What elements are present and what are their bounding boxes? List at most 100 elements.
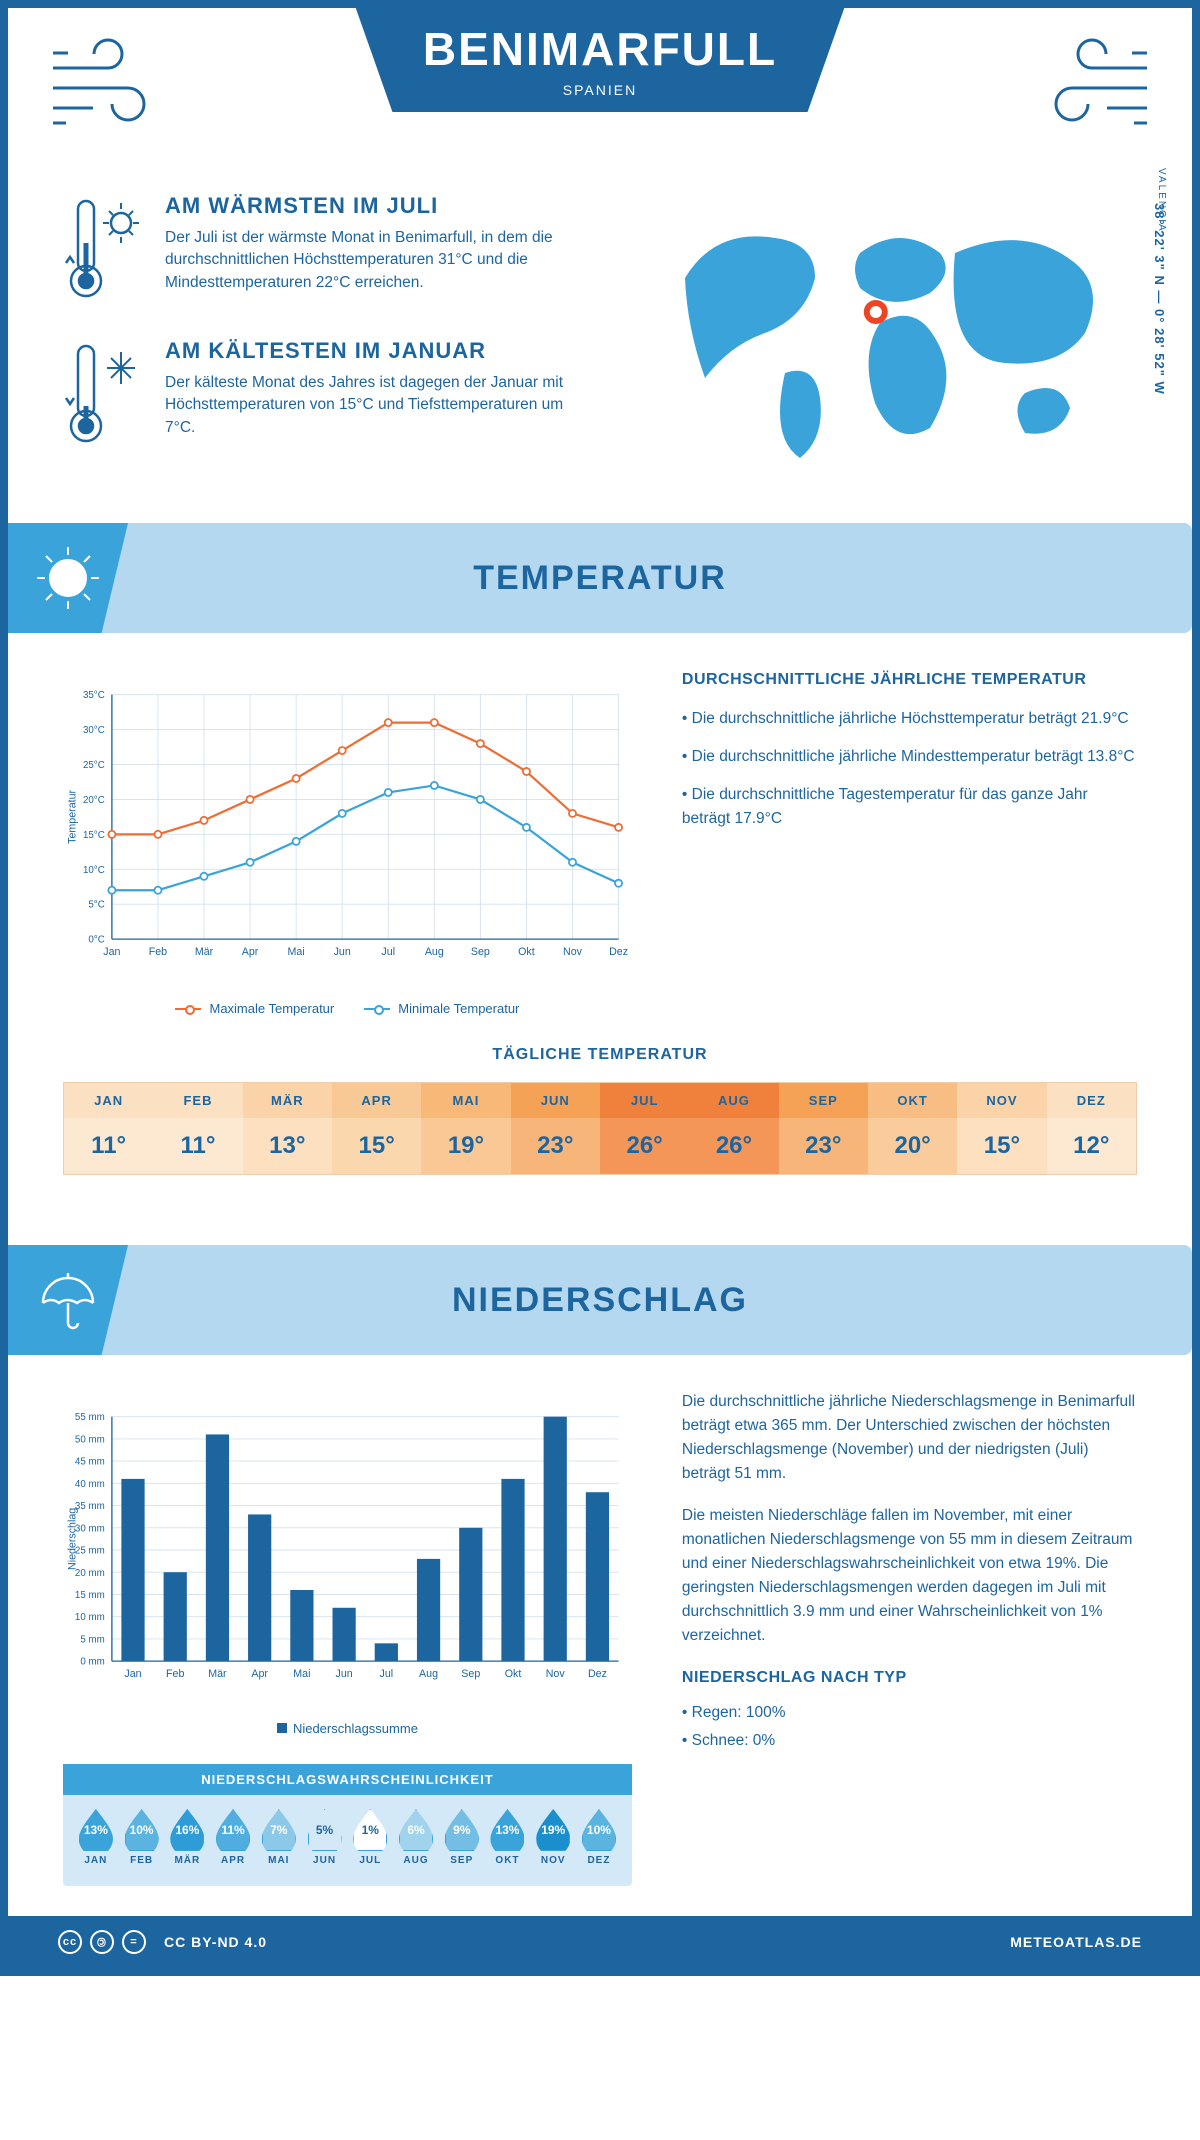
svg-text:Jan: Jan bbox=[124, 1668, 141, 1680]
svg-text:25 mm: 25 mm bbox=[75, 1546, 105, 1557]
svg-text:50 mm: 50 mm bbox=[75, 1434, 105, 1445]
precip-prob-month: MÄR bbox=[164, 1855, 210, 1866]
daily-temp-month: JAN bbox=[64, 1083, 153, 1118]
svg-text:45 mm: 45 mm bbox=[75, 1457, 105, 1468]
daily-temp-value: 11° bbox=[153, 1118, 242, 1174]
precip-type-heading: NIEDERSCHLAG NACH TYP bbox=[682, 1666, 1137, 1691]
temperature-bullet: • Die durchschnittliche Tagestemperatur … bbox=[682, 783, 1137, 831]
wind-icon bbox=[1022, 38, 1152, 133]
daily-temp-cell: JAN 11° bbox=[64, 1083, 153, 1174]
daily-temp-cell: MÄR 13° bbox=[243, 1083, 332, 1174]
precip-prob-month: NOV bbox=[530, 1855, 576, 1866]
daily-temp-cell: JUN 23° bbox=[511, 1083, 600, 1174]
precip-summary: Die durchschnittliche jährliche Niedersc… bbox=[682, 1390, 1137, 1757]
daily-temp-month: SEP bbox=[779, 1083, 868, 1118]
daily-temp-cell: JUL 26° bbox=[600, 1083, 689, 1174]
precip-prob-month: JAN bbox=[73, 1855, 119, 1866]
temperature-bullet: • Die durchschnittliche jährliche Höchst… bbox=[682, 707, 1137, 731]
daily-temp-title: TÄGLICHE TEMPERATUR bbox=[63, 1046, 1137, 1064]
temperature-bullet: • Die durchschnittliche jährliche Mindes… bbox=[682, 745, 1137, 769]
svg-text:Mär: Mär bbox=[208, 1668, 227, 1680]
svg-text:Niederschlag: Niederschlag bbox=[66, 1508, 78, 1570]
daily-temp-cell: NOV 15° bbox=[957, 1083, 1046, 1174]
svg-text:10°C: 10°C bbox=[83, 865, 105, 876]
svg-text:Okt: Okt bbox=[505, 1668, 522, 1680]
daily-temp-cell: FEB 11° bbox=[153, 1083, 242, 1174]
svg-text:Nov: Nov bbox=[563, 946, 583, 958]
svg-text:Sep: Sep bbox=[461, 1668, 480, 1680]
svg-text:Mai: Mai bbox=[288, 946, 305, 958]
raindrop-icon: 6% bbox=[399, 1809, 433, 1851]
precip-probability-box: NIEDERSCHLAGSWAHRSCHEINLICHKEIT 13% JAN … bbox=[63, 1764, 632, 1886]
svg-text:40 mm: 40 mm bbox=[75, 1479, 105, 1490]
raindrop-icon: 9% bbox=[445, 1809, 479, 1851]
raindrop-icon: 19% bbox=[536, 1809, 570, 1851]
precip-prob-month: JUN bbox=[302, 1855, 348, 1866]
svg-text:Jan: Jan bbox=[103, 946, 120, 958]
warmest-block: AM WÄRMSTEN IM JULI Der Juli ist der wär… bbox=[63, 193, 593, 308]
precip-probability-heading: NIEDERSCHLAGSWAHRSCHEINLICHKEIT bbox=[63, 1764, 632, 1795]
daily-temp-value: 20° bbox=[868, 1118, 957, 1174]
license-block: cc 🄯 = CC BY-ND 4.0 bbox=[58, 1930, 267, 1954]
warmest-text: Der Juli ist der wärmste Monat in Benima… bbox=[165, 227, 593, 294]
thermometer-sun-icon bbox=[63, 193, 143, 308]
world-map-icon bbox=[655, 208, 1115, 468]
precip-type-bullet: • Schnee: 0% bbox=[682, 1729, 1137, 1753]
raindrop-icon: 10% bbox=[582, 1809, 616, 1851]
precip-prob-cell: 7% MAI bbox=[256, 1809, 302, 1866]
title-ribbon: BENIMARFULL SPANIEN bbox=[353, 0, 847, 112]
svg-text:Dez: Dez bbox=[588, 1668, 607, 1680]
precip-prob-cell: 16% MÄR bbox=[164, 1809, 210, 1866]
daily-temp-month: APR bbox=[332, 1083, 421, 1118]
daily-temp-month: OKT bbox=[868, 1083, 957, 1118]
precip-prob-cell: 5% JUN bbox=[302, 1809, 348, 1866]
precip-bar-chart: 0 mm5 mm10 mm15 mm20 mm25 mm30 mm35 mm40… bbox=[63, 1390, 632, 1736]
daily-temp-month: NOV bbox=[957, 1083, 1046, 1118]
precip-prob-month: MAI bbox=[256, 1855, 302, 1866]
svg-text:Feb: Feb bbox=[149, 946, 167, 958]
country-label: SPANIEN bbox=[423, 82, 777, 98]
precip-prob-month: FEB bbox=[119, 1855, 165, 1866]
license-label: CC BY-ND 4.0 bbox=[164, 1934, 267, 1950]
svg-text:Jul: Jul bbox=[381, 946, 395, 958]
precip-prob-cell: 19% NOV bbox=[530, 1809, 576, 1866]
daily-temp-strip: JAN 11° FEB 11° MÄR 13° APR 15° MAI 19° … bbox=[63, 1082, 1137, 1175]
location-marker-icon bbox=[867, 303, 885, 321]
raindrop-icon: 16% bbox=[170, 1809, 204, 1851]
svg-text:Mai: Mai bbox=[293, 1668, 310, 1680]
svg-text:Okt: Okt bbox=[518, 946, 535, 958]
svg-text:30 mm: 30 mm bbox=[75, 1523, 105, 1534]
nd-icon: = bbox=[122, 1930, 146, 1954]
footer: cc 🄯 = CC BY-ND 4.0 METEOATLAS.DE bbox=[8, 1916, 1192, 1968]
daily-temp-cell: APR 15° bbox=[332, 1083, 421, 1174]
precip-prob-cell: 13% JAN bbox=[73, 1809, 119, 1866]
thermometer-snow-icon bbox=[63, 338, 143, 453]
svg-text:Aug: Aug bbox=[419, 1668, 438, 1680]
coldest-text: Der kälteste Monat des Jahres ist dagege… bbox=[165, 372, 593, 439]
temperature-summary-heading: DURCHSCHNITTLICHE JÄHRLICHE TEMPERATUR bbox=[682, 668, 1137, 693]
svg-text:Aug: Aug bbox=[425, 946, 444, 958]
svg-text:15 mm: 15 mm bbox=[75, 1590, 105, 1601]
svg-text:35 mm: 35 mm bbox=[75, 1501, 105, 1512]
svg-text:Apr: Apr bbox=[251, 1668, 268, 1680]
daily-temp-value: 13° bbox=[243, 1118, 332, 1174]
precip-prob-cell: 9% SEP bbox=[439, 1809, 485, 1866]
precip-prob-month: APR bbox=[210, 1855, 256, 1866]
precip-prob-cell: 10% DEZ bbox=[576, 1809, 622, 1866]
precip-legend: Niederschlagssumme bbox=[63, 1721, 632, 1736]
precip-type-bullet: • Regen: 100% bbox=[682, 1701, 1137, 1725]
daily-temp-cell: OKT 20° bbox=[868, 1083, 957, 1174]
cc-icon: cc bbox=[58, 1930, 82, 1954]
temperature-section: 0°C5°C10°C15°C20°C25°C30°C35°CJanFebMärA… bbox=[8, 668, 1192, 1205]
svg-text:Feb: Feb bbox=[166, 1668, 184, 1680]
legend-max-label: Maximale Temperatur bbox=[209, 1001, 334, 1016]
svg-text:Dez: Dez bbox=[609, 946, 628, 958]
precip-prob-month: JUL bbox=[347, 1855, 393, 1866]
precip-section: 0 mm5 mm10 mm15 mm20 mm25 mm30 mm35 mm40… bbox=[8, 1390, 1192, 1916]
svg-text:Sep: Sep bbox=[471, 946, 490, 958]
daily-temp-value: 19° bbox=[421, 1118, 510, 1174]
raindrop-icon: 11% bbox=[216, 1809, 250, 1851]
umbrella-icon bbox=[8, 1245, 128, 1355]
daily-temp-month: FEB bbox=[153, 1083, 242, 1118]
world-map-panel: VALENCIA 38° 22' 3" N — 0° 28' 52" W bbox=[633, 193, 1137, 483]
